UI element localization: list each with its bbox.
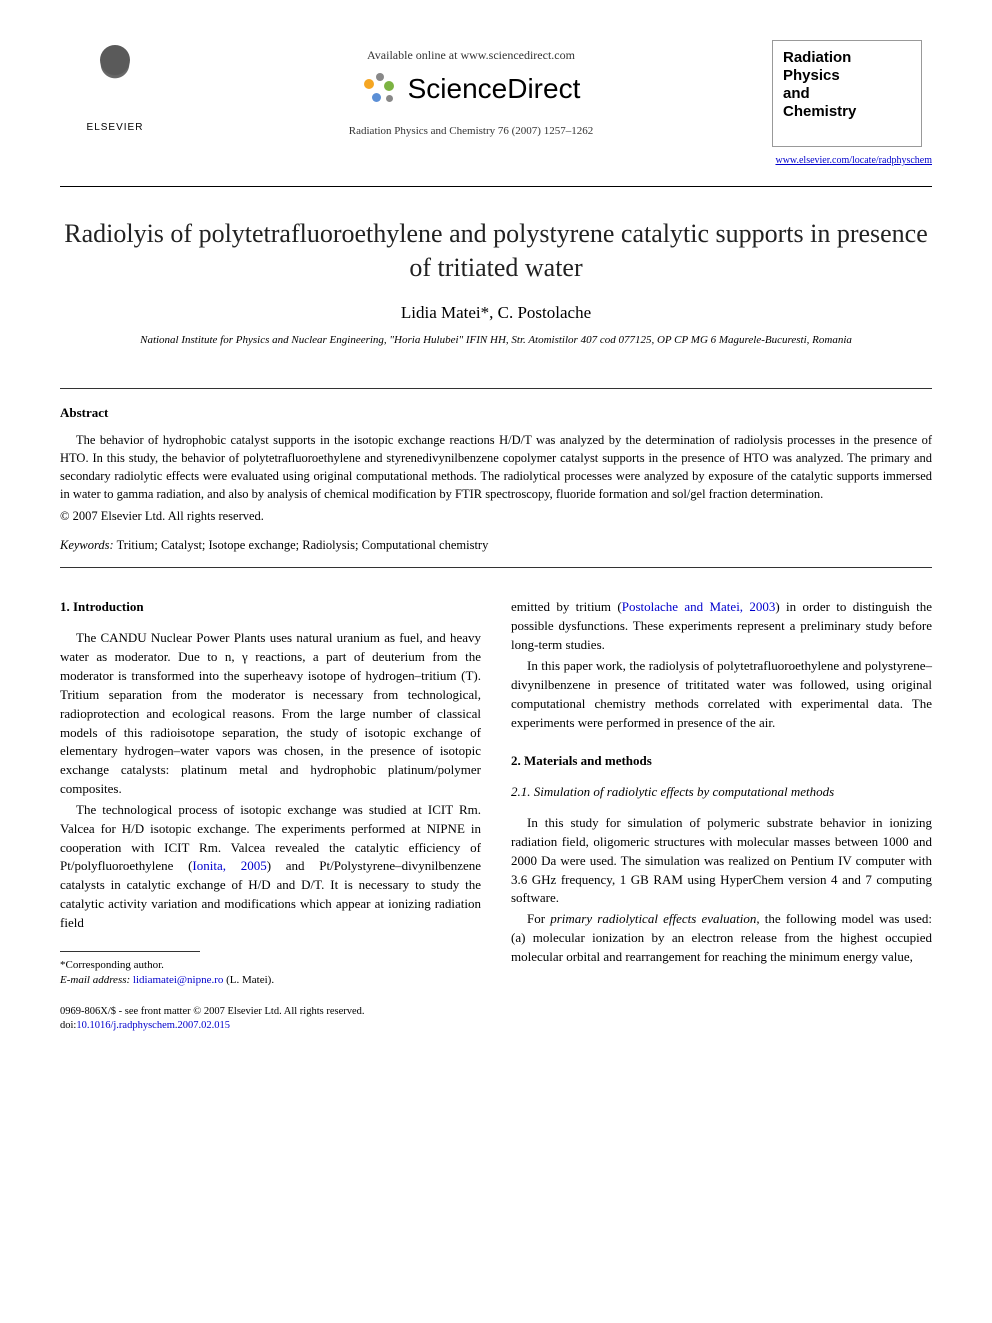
corresponding-author-note: *Corresponding author.	[60, 958, 481, 973]
abstract-bottom-rule	[60, 567, 932, 568]
left-column: 1. Introduction The CANDU Nuclear Power …	[60, 598, 481, 1034]
footnote-rule	[60, 951, 200, 952]
col2-paragraph-1: emitted by tritium (Postolache and Matei…	[511, 598, 932, 655]
keywords-line: Keywords: Tritium; Catalyst; Isotope exc…	[60, 538, 932, 553]
email-label: E-mail address:	[60, 974, 130, 986]
doi-label: doi:	[60, 1020, 76, 1031]
front-matter-line: 0969-806X/$ - see front matter © 2007 El…	[60, 1005, 481, 1020]
section-1-heading: 1. Introduction	[60, 598, 481, 617]
page-header: ELSEVIER Available online at www.science…	[60, 40, 932, 166]
methods-paragraph-1: In this study for simulation of polymeri…	[511, 814, 932, 908]
abstract-copyright: © 2007 Elsevier Ltd. All rights reserved…	[60, 509, 932, 524]
header-center: Available online at www.sciencedirect.co…	[170, 40, 772, 137]
intro-paragraph-1: The CANDU Nuclear Power Plants uses natu…	[60, 629, 481, 799]
citation-link-postolache[interactable]: Postolache and Matei, 2003	[622, 599, 776, 614]
abstract-heading: Abstract	[60, 405, 932, 421]
two-column-body: 1. Introduction The CANDU Nuclear Power …	[60, 598, 932, 1034]
right-column: emitted by tritium (Postolache and Matei…	[511, 598, 932, 1034]
available-online-text: Available online at www.sciencedirect.co…	[367, 48, 575, 63]
sciencedirect-lockup: ScienceDirect	[362, 71, 581, 107]
elsevier-label: ELSEVIER	[87, 122, 144, 133]
email-footnote: E-mail address: lidiamatei@nipne.ro (L. …	[60, 973, 481, 988]
keywords-values: Tritium; Catalyst; Isotope exchange; Rad…	[114, 538, 489, 552]
elsevier-logo-icon	[80, 40, 150, 120]
section-2-heading: 2. Materials and methods	[511, 752, 932, 771]
abstract-top-rule	[60, 388, 932, 389]
journal-citation: Radiation Physics and Chemistry 76 (2007…	[349, 125, 593, 137]
abstract-body: The behavior of hydrophobic catalyst sup…	[60, 431, 932, 504]
col2-p1-text-a: emitted by tritium (	[511, 599, 622, 614]
doi-line: doi:10.1016/j.radphyschem.2007.02.015	[60, 1019, 481, 1034]
journal-name-line2: and	[783, 85, 911, 103]
methods-p2-italic: primary radiolytical effects evaluation	[550, 911, 756, 926]
authors-line: Lidia Matei*, C. Postolache	[60, 303, 932, 323]
doi-link[interactable]: 10.1016/j.radphyschem.2007.02.015	[76, 1020, 230, 1031]
header-divider	[60, 186, 932, 187]
col2-paragraph-2: In this paper work, the radiolysis of po…	[511, 657, 932, 732]
front-matter-info: 0969-806X/$ - see front matter © 2007 El…	[60, 1005, 481, 1034]
methods-paragraph-2: For primary radiolytical effects evaluat…	[511, 910, 932, 967]
author-email-link[interactable]: lidiamatei@nipne.ro	[130, 974, 223, 986]
methods-p2-a: For	[527, 911, 550, 926]
article-title: Radiolyis of polytetrafluoroethylene and…	[60, 217, 932, 285]
journal-name-line3: Chemistry	[783, 103, 911, 121]
intro-paragraph-2: The technological process of isotopic ex…	[60, 801, 481, 933]
journal-box-wrapper: Radiation Physics and Chemistry www.else…	[772, 40, 932, 166]
affiliation-text: National Institute for Physics and Nucle…	[60, 333, 932, 348]
citation-link-ionita[interactable]: Ionita, 2005	[192, 858, 266, 873]
journal-title-box: Radiation Physics and Chemistry	[772, 40, 922, 147]
subsection-2-1-heading: 2.1. Simulation of radiolytic effects by…	[511, 783, 932, 802]
sciencedirect-icon	[362, 71, 398, 107]
journal-name-line1: Radiation Physics	[783, 49, 911, 85]
sciencedirect-text: ScienceDirect	[408, 73, 581, 105]
keywords-label: Keywords:	[60, 538, 114, 552]
publisher-logo-block: ELSEVIER	[60, 40, 170, 133]
journal-url-link[interactable]: www.elsevier.com/locate/radphyschem	[772, 155, 932, 166]
email-suffix: (L. Matei).	[223, 974, 274, 986]
